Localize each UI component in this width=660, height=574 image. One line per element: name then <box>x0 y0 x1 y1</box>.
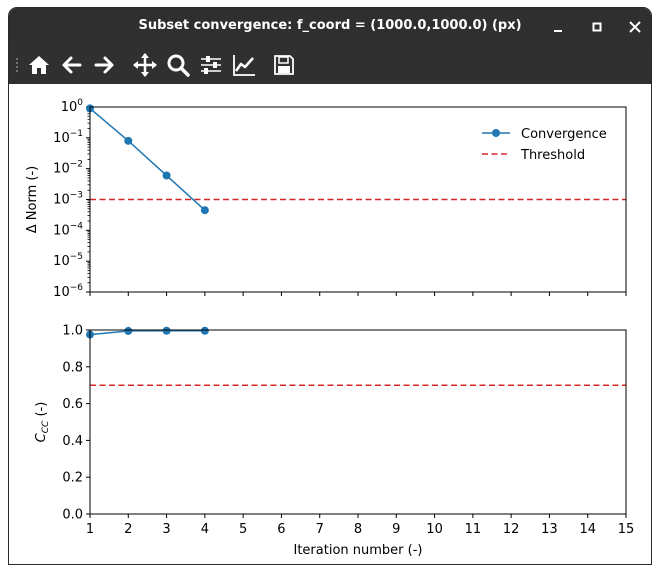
navigation-toolbar <box>9 46 651 84</box>
pan-icon[interactable] <box>132 52 158 78</box>
convergence-line <box>89 107 206 211</box>
y-tick-label: 10−5 <box>53 252 83 269</box>
x-axis-label: Iteration number (-) <box>294 543 423 558</box>
legend-convergence-label: Convergence <box>521 127 607 142</box>
title-bar[interactable]: Subset convergence: f_coord = (1000.0,10… <box>9 8 651 46</box>
y-tick-label: 10−2 <box>53 160 83 177</box>
x-tick-label: 13 <box>541 522 558 537</box>
x-tick-label: 14 <box>579 522 596 537</box>
legend-threshold-label: Threshold <box>520 148 585 163</box>
toolbar-grip-icon[interactable] <box>15 57 19 73</box>
x-tick-label: 9 <box>392 522 400 537</box>
figure-canvas[interactable]: 100 10−1 10−2 10−3 10−4 10−5 10−6 Δ Norm (-) Con… <box>9 84 651 564</box>
edit-axis-icon[interactable] <box>231 52 257 78</box>
figure-svg: 100 10−1 10−2 10−3 10−4 10−5 10−6 Δ Norm (-) Con… <box>25 98 635 558</box>
cc-point <box>162 326 171 335</box>
cc-line <box>89 329 205 336</box>
y-tick-label: 0.0 <box>62 508 83 523</box>
x-tick-label: 11 <box>465 522 482 537</box>
app-window: Subset convergence: f_coord = (1000.0,10… <box>9 8 651 564</box>
x-tick-label: 3 <box>162 522 170 537</box>
x-tick-label: 1 <box>86 522 94 537</box>
bottom-axes-frame <box>89 329 627 515</box>
x-tick-label: 15 <box>618 522 635 537</box>
close-icon[interactable] <box>625 17 645 37</box>
forward-arrow-icon[interactable] <box>91 52 117 78</box>
zoom-icon[interactable] <box>165 52 191 78</box>
x-tick-label: 5 <box>239 522 247 537</box>
bottom-y-axis-label: CCC (-) <box>34 402 51 443</box>
minimize-icon[interactable] <box>548 17 568 37</box>
y-tick-label: 0.4 <box>62 434 83 449</box>
x-tick-label: 10 <box>426 522 443 537</box>
x-tick-label: 8 <box>354 522 362 537</box>
convergence-point <box>200 206 209 215</box>
x-tick-label: 6 <box>277 522 285 537</box>
maximize-icon[interactable] <box>587 17 607 37</box>
y-tick-label: 0.6 <box>62 397 83 412</box>
y-tick-label: 10−6 <box>53 283 83 300</box>
cc-point <box>200 326 209 335</box>
top-y-axis-label: Δ Norm (-) <box>25 166 40 233</box>
save-icon[interactable] <box>271 52 297 78</box>
x-tick-label: 4 <box>201 522 209 537</box>
convergence-point <box>162 171 171 180</box>
legend-convergence-marker <box>492 129 500 137</box>
home-icon[interactable] <box>26 52 52 78</box>
y-tick-label: 10−4 <box>53 221 83 238</box>
x-tick-label: 12 <box>503 522 520 537</box>
y-tick-label: 0.8 <box>62 360 83 375</box>
y-tick-label: 100 <box>61 98 84 115</box>
configure-subplots-icon[interactable] <box>198 52 224 78</box>
cc-point <box>124 326 133 335</box>
y-tick-label: 10−3 <box>53 191 83 208</box>
x-tick-label: 2 <box>124 522 132 537</box>
top-axes-frame <box>89 106 627 293</box>
y-tick-label: 1.0 <box>62 324 83 339</box>
x-tick-label: 7 <box>316 522 324 537</box>
y-tick-label: 10−1 <box>53 129 83 146</box>
back-arrow-icon[interactable] <box>59 52 85 78</box>
y-tick-label: 0.2 <box>62 471 83 486</box>
convergence-point <box>124 136 133 145</box>
window-title: Subset convergence: f_coord = (1000.0,10… <box>138 18 522 33</box>
